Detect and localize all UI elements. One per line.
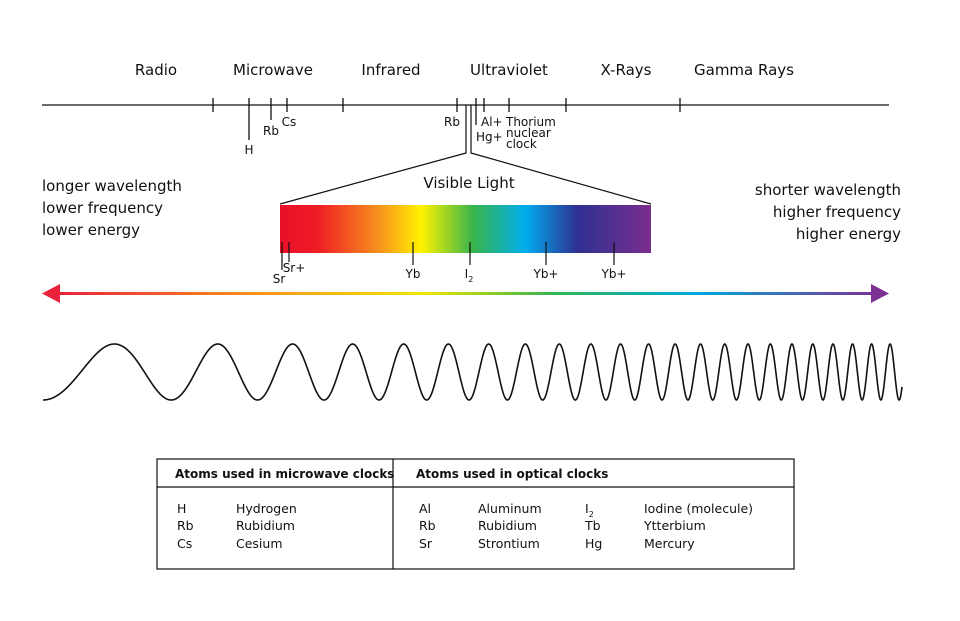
label-longer-wavelength: longer wavelength: [42, 177, 182, 195]
band-infrared: Infrared: [361, 61, 420, 79]
arrow-head-left: [42, 284, 60, 303]
opt-a-symbol-1: Rb: [419, 518, 436, 533]
zoom-line-left: [279, 105, 467, 205]
marker-thorium-2: nuclear: [506, 126, 551, 140]
microwave-header: Atoms used in microwave clocks: [175, 467, 394, 481]
marker-rb-ir: Rb: [444, 115, 460, 129]
mw-name-1: Rubidium: [236, 518, 295, 533]
marker-h: H: [244, 143, 253, 157]
opt-a-name-0: Aluminum: [478, 501, 542, 516]
opt-b-symbol-0: I2: [585, 501, 594, 519]
label-lower-energy: lower energy: [42, 221, 140, 239]
mw-symbol-2: Cs: [177, 536, 192, 551]
visible-markers: [281, 242, 615, 270]
marker-thorium-3: clock: [506, 137, 537, 151]
vis-label-yb-plus-2: Yb+: [600, 267, 626, 281]
mw-symbol-0: H: [177, 501, 186, 516]
opt-b-name-2: Mercury: [644, 536, 695, 551]
marker-rb: Rb: [263, 124, 279, 138]
band-microwave: Microwave: [233, 61, 313, 79]
visible-light-title: Visible Light: [423, 174, 514, 192]
opt-a-name-2: Strontium: [478, 536, 540, 551]
opt-a-symbol-2: Sr: [419, 536, 433, 551]
vis-label-yb-plus-1: Yb+: [532, 267, 558, 281]
zoom-line-right: [470, 105, 652, 205]
label-higher-frequency: higher frequency: [773, 203, 901, 221]
opt-b-symbol-1: Tb: [584, 518, 601, 533]
opt-b-name-0: Iodine (molecule): [644, 501, 753, 516]
marker-hg-plus: Hg+: [476, 130, 503, 144]
label-lower-frequency: lower frequency: [42, 199, 163, 217]
left-labels: longer wavelength lower frequency lower …: [42, 177, 182, 239]
marker-thorium-1: Thorium: [505, 115, 556, 129]
visible-marker-labels: Sr Sr+ Yb I2 Yb+ Yb+: [273, 261, 627, 286]
opt-b-symbol-2: Hg: [585, 536, 602, 551]
band-gamma-rays: Gamma Rays: [694, 61, 794, 79]
label-higher-energy: higher energy: [796, 225, 901, 243]
table-border: [156, 458, 795, 570]
marker-al-plus: Al+: [481, 115, 503, 129]
mw-name-2: Cesium: [236, 536, 283, 551]
marker-cs: Cs: [282, 115, 297, 129]
arrow-head-right: [871, 284, 889, 303]
visible-zoom-lines: [279, 105, 652, 205]
right-labels: shorter wavelength higher frequency high…: [755, 181, 901, 243]
opt-a-name-1: Rubidium: [478, 518, 537, 533]
label-shorter-wavelength: shorter wavelength: [755, 181, 901, 199]
vis-label-sr: Sr: [273, 272, 286, 286]
band-labels: Radio Microwave Infrared Ultraviolet X-R…: [135, 61, 794, 79]
optical-header: Atoms used in optical clocks: [416, 467, 608, 481]
mw-name-0: Hydrogen: [236, 501, 297, 516]
band-ultraviolet: Ultraviolet: [470, 61, 548, 79]
band-x-rays: X-Rays: [601, 61, 652, 79]
gradient-double-arrow: [42, 284, 889, 303]
mw-symbol-1: Rb: [177, 518, 194, 533]
arrow-shaft: [55, 292, 875, 295]
spectrum-markers: H Rb Cs Rb Al+ Hg+ Thorium nuclear clock: [244, 115, 555, 157]
band-radio: Radio: [135, 61, 177, 79]
vis-label-i2: I2: [465, 267, 474, 284]
chirp-wave: [43, 343, 903, 401]
visible-spectrum-bar: [280, 205, 651, 253]
vis-label-yb: Yb: [405, 267, 421, 281]
vis-label-sr-plus: Sr+: [283, 261, 306, 275]
opt-b-name-1: Ytterbium: [643, 518, 706, 533]
opt-a-symbol-0: Al: [419, 501, 431, 516]
atoms-table: Atoms used in microwave clocks Atoms use…: [156, 458, 795, 570]
